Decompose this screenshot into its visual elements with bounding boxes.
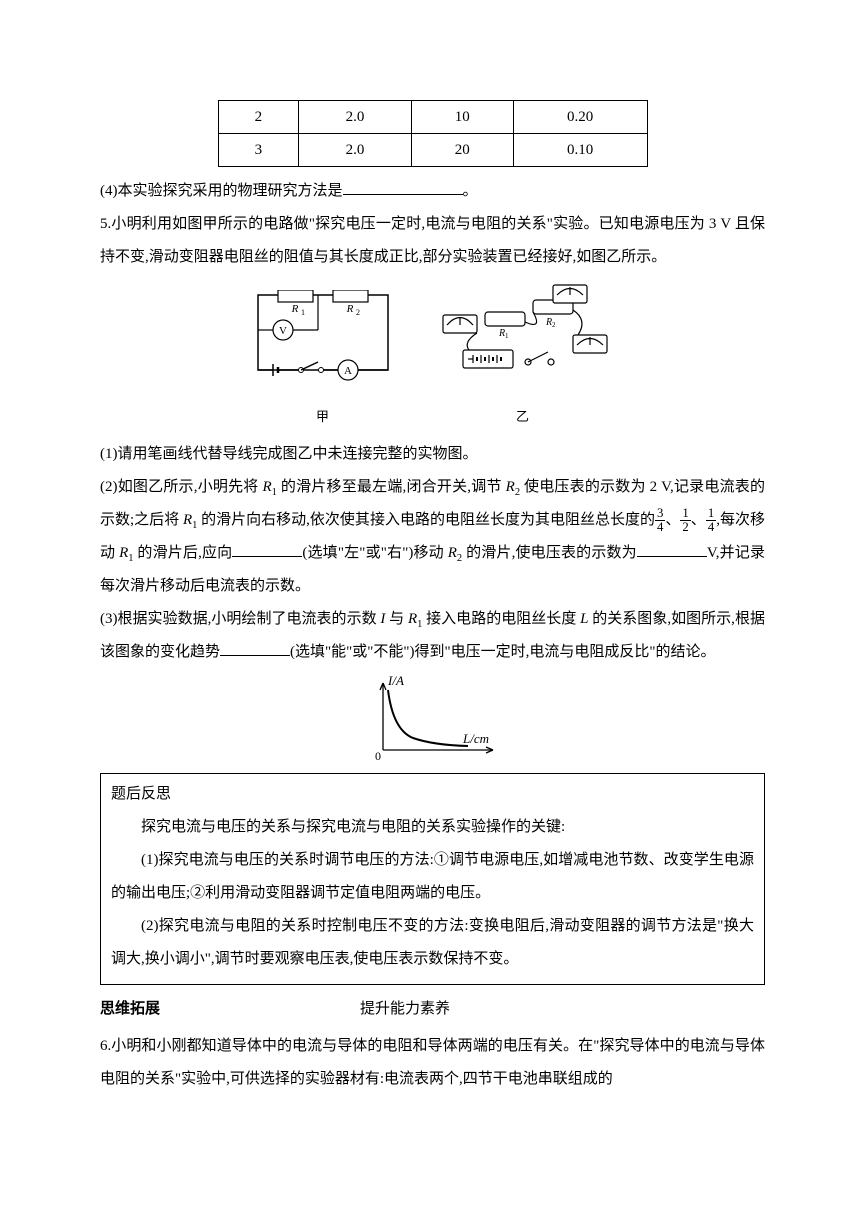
ylabel: I/A <box>387 675 404 688</box>
frac-1-2: 12 <box>680 507 690 534</box>
svg-text:1: 1 <box>301 308 305 317</box>
q4-text: (4)本实验探究采用的物理研究方法是 。 <box>100 175 765 208</box>
label-jia: 甲 <box>253 403 393 432</box>
data-table: 2 2.0 10 0.20 3 2.0 20 0.10 <box>218 100 648 167</box>
table-row: 3 2.0 20 0.10 <box>218 134 647 167</box>
svg-text:A: A <box>344 365 352 377</box>
reflection-l2: (1)探究电流与电压的关系时调节电压的方法:①调节电源电压,如增减电池节数、改变… <box>111 844 754 910</box>
t: (3)根据实验数据,小明绘制了电流表的示数 <box>100 611 380 627</box>
R1d: R <box>408 611 417 627</box>
t: 与 <box>385 611 408 627</box>
q5-p1: (1)请用笔画线代替导线完成图乙中未连接完整的实物图。 <box>100 438 765 471</box>
t: 的滑片向右移动,依次使其接入电路的电阻丝长度为其电阻丝总长度的 <box>197 512 655 528</box>
circuit-jia: R 1 R 2 V <box>253 290 393 432</box>
reflection-l3: (2)探究电流与电阻的关系时控制电压不变的方法:变换电阻后,滑动变阻器的调节方法… <box>111 910 754 976</box>
t: (选填"能"或"不能")得到"电压一定时,电流与电阻成反比"的结论。 <box>290 644 715 660</box>
R2: R <box>506 479 515 495</box>
q4-blank <box>343 179 463 196</box>
t: (2)如图乙所示,小明先将 <box>100 479 262 495</box>
t: (选填"左"或"右")移动 <box>302 545 447 561</box>
R2b: R <box>448 545 457 561</box>
cell: 20 <box>411 134 513 167</box>
IL-graph: I/A L/cm 0 <box>358 675 508 765</box>
svg-text:V: V <box>279 325 287 337</box>
cell: 2 <box>218 101 299 134</box>
reflection-title: 题后反思 <box>111 778 754 811</box>
cell: 0.10 <box>513 134 647 167</box>
svg-text:1: 1 <box>505 332 509 340</box>
blank-can <box>220 639 290 656</box>
t: 的滑片,使电压表的示数为 <box>462 545 637 561</box>
reflection-box: 题后反思 探究电流与电压的关系与探究电流与电阻的关系实验操作的关键: (1)探究… <box>100 773 765 985</box>
table-row: 2 2.0 10 0.20 <box>218 101 647 134</box>
q4-prefix: (4)本实验探究采用的物理研究方法是 <box>100 183 343 199</box>
circuit-figure: R 1 R 2 V <box>100 280 765 432</box>
q4-suffix: 。 <box>463 183 478 199</box>
t: 的滑片移至最左端,闭合开关,调节 <box>277 479 506 495</box>
svg-text:2: 2 <box>356 308 360 317</box>
t: 的滑片后,应向 <box>134 545 233 561</box>
frac-1-4: 14 <box>706 507 716 534</box>
blank-v <box>637 540 707 557</box>
data-table-wrap: 2 2.0 10 0.20 3 2.0 20 0.10 <box>100 100 765 167</box>
frac-3-4: 34 <box>655 507 665 534</box>
cell: 2.0 <box>299 101 412 134</box>
graph-figure: I/A L/cm 0 <box>100 675 765 765</box>
xlabel: L/cm <box>462 731 489 746</box>
cell: 3 <box>218 134 299 167</box>
R1c: R <box>119 545 128 561</box>
svg-text:0: 0 <box>375 749 381 763</box>
R1: R <box>262 479 271 495</box>
cell: 0.20 <box>513 101 647 134</box>
q5-p3: (3)根据实验数据,小明绘制了电流表的示数 I 与 R1 接入电路的电阻丝长度 … <box>100 603 765 669</box>
section-heading: 思维拓展 提升能力素养 <box>100 993 765 1026</box>
q6-text: 6.小明和小刚都知道导体中的电流与导体的电阻和导体两端的电压有关。在"探究导体中… <box>100 1030 765 1096</box>
reflection-l1: 探究电流与电压的关系与探究电流与电阻的关系实验操作的关键: <box>111 811 754 844</box>
cell: 2.0 <box>299 134 412 167</box>
circuit-yi: R 1 R 2 乙 <box>433 280 613 432</box>
q5-p2: (2)如图乙所示,小明先将 R1 的滑片移至最左端,闭合开关,调节 R2 使电压… <box>100 471 765 603</box>
section-left: 思维拓展 <box>100 993 160 1026</box>
blank-dir <box>232 540 302 557</box>
svg-text:2: 2 <box>552 321 556 329</box>
q5-intro: 5.小明利用如图甲所示的电路做"探究电压一定时,电流与电阻的关系"实验。已知电源… <box>100 208 765 274</box>
svg-text:R: R <box>345 303 353 315</box>
svg-text:R: R <box>290 303 298 315</box>
section-right: 提升能力素养 <box>360 993 450 1026</box>
R1b: R <box>183 512 192 528</box>
t: 接入电路的电阻丝长度 <box>422 611 580 627</box>
label-yi: 乙 <box>433 403 613 432</box>
cell: 10 <box>411 101 513 134</box>
